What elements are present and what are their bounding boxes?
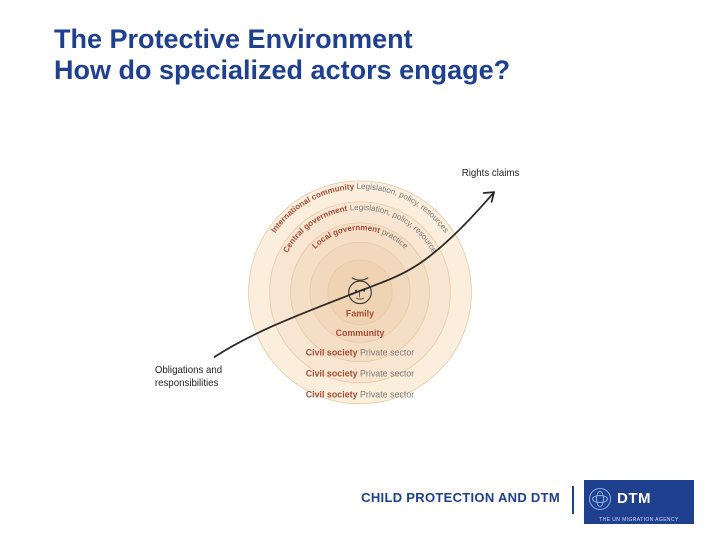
title-block: The Protective Environment How do specia… — [54, 24, 510, 86]
title-line-2: How do specialized actors engage? — [54, 55, 510, 86]
ring-bottom-label-3: Civil society Private sector — [306, 368, 415, 378]
protective-environment-diagram: International community Legislation, pol… — [150, 132, 570, 472]
ring-bottom-label-1: Community — [336, 328, 385, 338]
globe-icon — [589, 488, 611, 510]
logo-subtext: THE UN MIGRATION AGENCY — [584, 517, 694, 523]
logo-text: DTM — [617, 490, 651, 507]
diagram-svg: International community Legislation, pol… — [150, 132, 570, 472]
label-obligations: Obligations and — [155, 365, 222, 376]
dtm-logo: DTM THE UN MIGRATION AGENCY — [584, 480, 694, 524]
ring-bottom-label-2: Civil society Private sector — [306, 347, 415, 357]
ring-bottom-label-4: Civil society Private sector — [306, 389, 415, 399]
svg-text:responsibilities: responsibilities — [155, 378, 219, 389]
label-rights-claims: Rights claims — [462, 168, 520, 179]
footer-divider — [572, 486, 574, 514]
slide: The Protective Environment How do specia… — [0, 0, 720, 540]
footer-text: CHILD PROTECTION AND DTM — [361, 490, 560, 505]
title-line-1: The Protective Environment — [54, 24, 510, 55]
ring-bottom-label-0: Family — [346, 309, 374, 319]
footer: CHILD PROTECTION AND DTM DTM THE UN MIGR… — [0, 482, 720, 522]
